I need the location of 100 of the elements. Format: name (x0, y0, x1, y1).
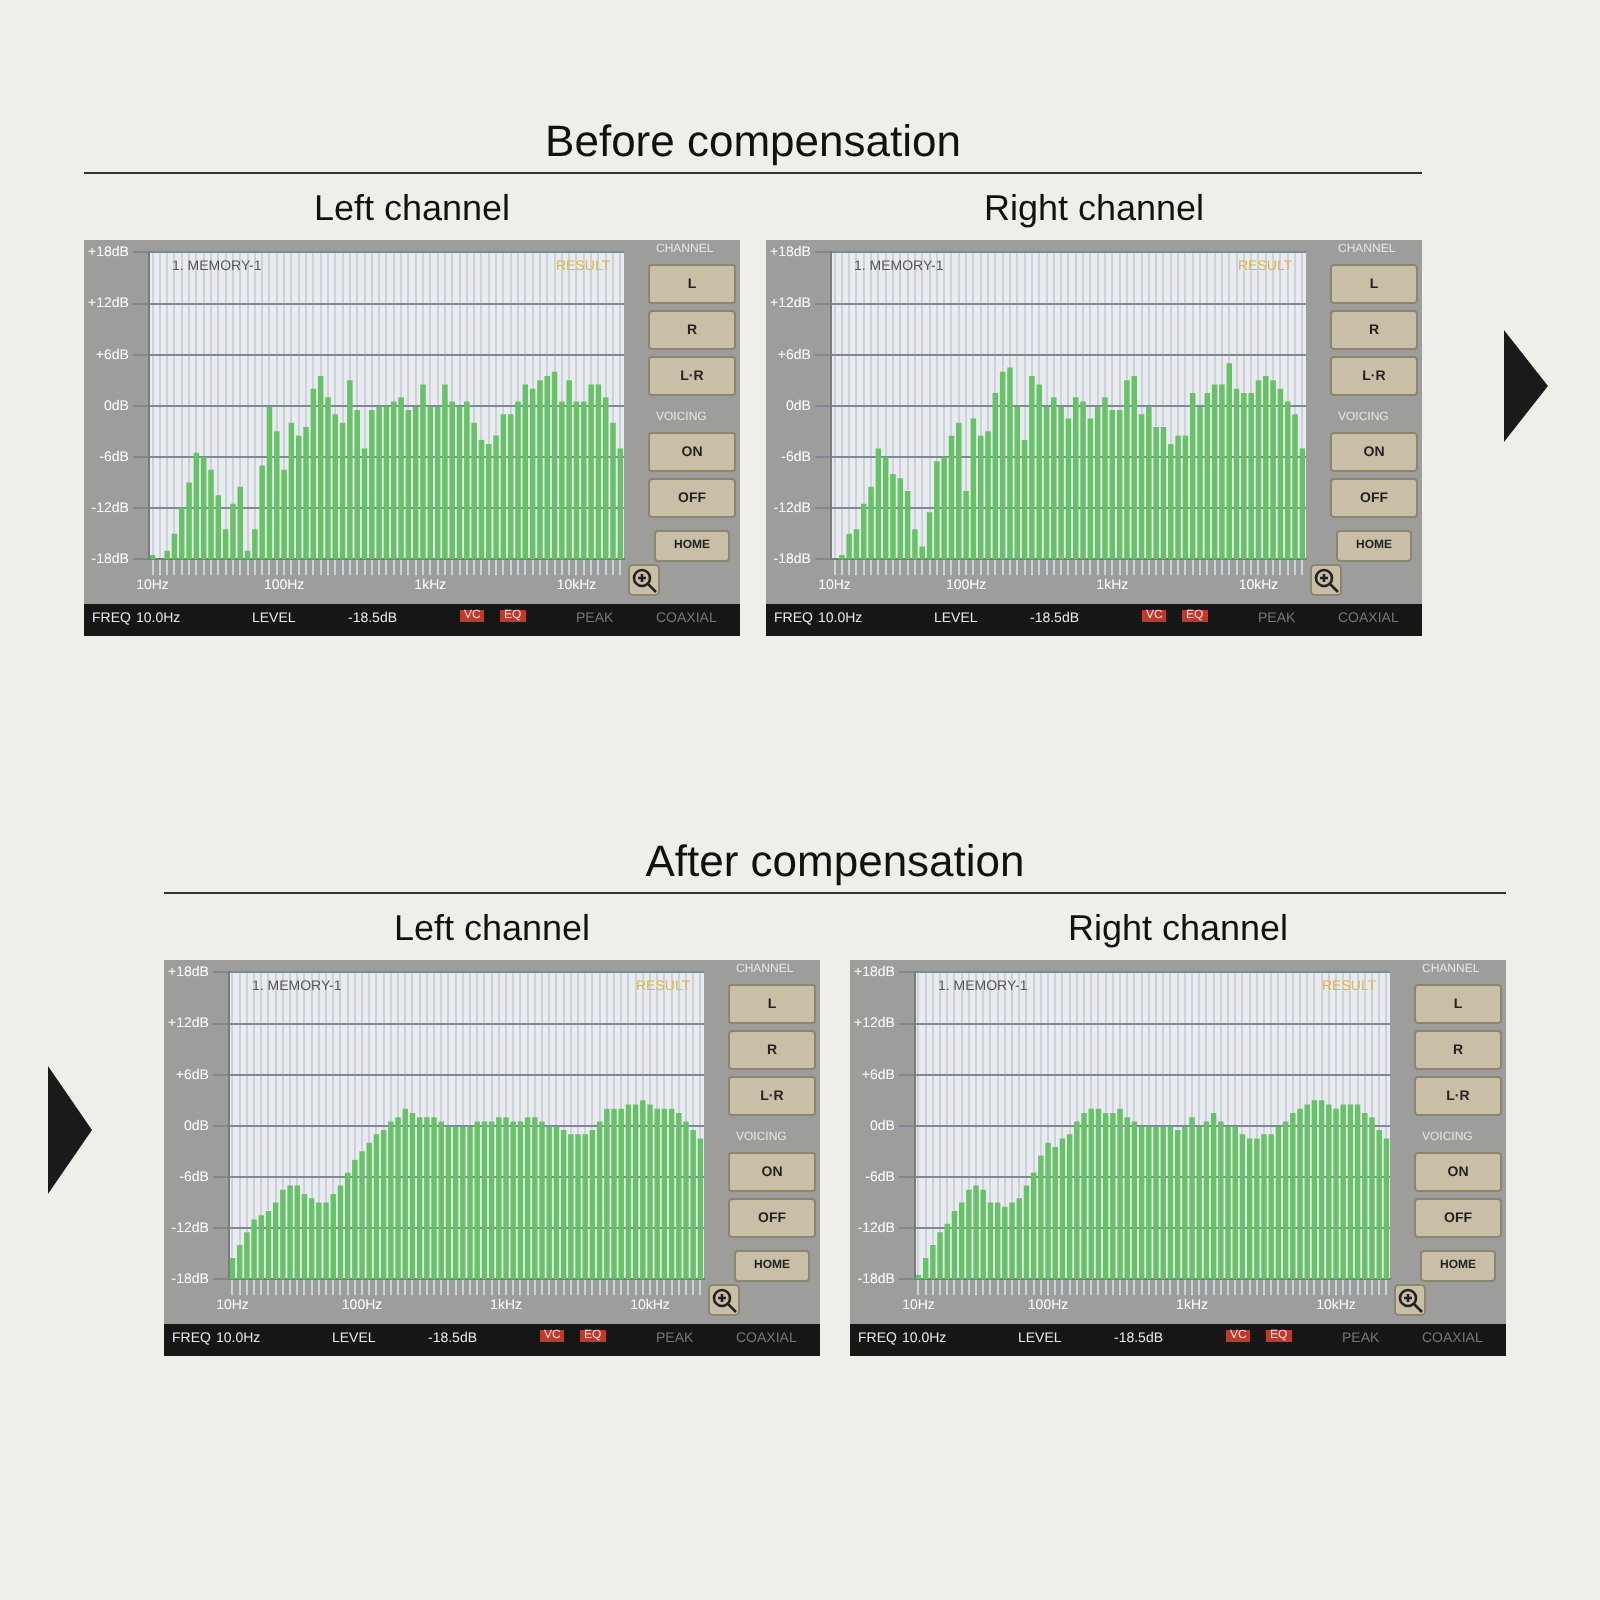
bar (697, 1138, 704, 1280)
text: After compensation (164, 836, 1506, 894)
bar (647, 1104, 653, 1280)
bar (1131, 375, 1137, 560)
bar (474, 1121, 480, 1280)
bar (937, 1232, 943, 1280)
bar (1255, 380, 1262, 560)
bar (1138, 1126, 1145, 1280)
bar (532, 1117, 538, 1280)
bar (420, 384, 426, 560)
bar (1270, 380, 1276, 560)
bar (251, 1219, 257, 1280)
bar (1175, 435, 1181, 560)
bar (442, 384, 448, 560)
bar (546, 1126, 552, 1280)
bar (582, 1134, 588, 1280)
bar (551, 371, 558, 560)
bar (1261, 1134, 1267, 1280)
chart-title: Left channel (311, 188, 513, 232)
chart-title: Right channel (1065, 908, 1291, 952)
bar (1007, 367, 1013, 560)
bar (1189, 393, 1196, 560)
chart-title: Right channel (981, 188, 1207, 232)
bar (994, 1202, 1001, 1280)
bar (1311, 1100, 1318, 1280)
bar (1160, 427, 1167, 560)
bar (1102, 1113, 1109, 1280)
bar (359, 1151, 365, 1280)
bar (1009, 1202, 1015, 1280)
bar (316, 1202, 322, 1280)
bar (200, 456, 207, 560)
bar (288, 422, 295, 560)
bar (1088, 1108, 1094, 1280)
bar (376, 406, 382, 560)
chart-title: Left channel (391, 908, 593, 952)
bar (1225, 1126, 1231, 1280)
bar (517, 1121, 524, 1280)
bar (956, 422, 962, 560)
bar (1189, 1117, 1195, 1280)
bar (668, 1108, 675, 1280)
bar (1029, 375, 1035, 560)
bar (560, 1130, 567, 1280)
bar (1124, 1117, 1130, 1280)
bar (1304, 1104, 1310, 1280)
bar (980, 1189, 986, 1280)
bar (438, 1121, 444, 1280)
bar (897, 478, 904, 560)
bar (524, 1117, 531, 1280)
bar (1326, 1104, 1332, 1280)
bar (934, 461, 940, 560)
bar (1277, 388, 1284, 560)
bar (347, 380, 353, 560)
bar (1232, 1126, 1238, 1280)
bar (970, 418, 977, 560)
bar (467, 1126, 473, 1280)
bar (999, 371, 1006, 560)
bar (237, 486, 243, 560)
bar (391, 401, 397, 560)
bar (1383, 1138, 1390, 1280)
bar (1210, 1113, 1217, 1280)
bar (456, 406, 463, 560)
bar (632, 1104, 639, 1280)
bar (488, 1121, 495, 1280)
bar (402, 1108, 408, 1280)
bar (1059, 1138, 1066, 1280)
bar (951, 1211, 958, 1280)
bar (1081, 1113, 1087, 1280)
bar (1124, 380, 1130, 560)
bar (1290, 1113, 1296, 1280)
bar (388, 1121, 394, 1280)
bar (1051, 397, 1057, 560)
bar (1241, 393, 1247, 560)
bar (1095, 1108, 1102, 1280)
bar (595, 384, 602, 560)
bar (1246, 1138, 1253, 1280)
bar (395, 1117, 401, 1280)
bar (486, 444, 492, 560)
bar (654, 1108, 660, 1280)
bar (539, 1121, 545, 1280)
bar (424, 1117, 430, 1280)
bar (589, 1130, 596, 1280)
bar (553, 1126, 560, 1280)
bar (503, 1117, 509, 1280)
bar (193, 452, 200, 560)
bar (352, 1159, 358, 1280)
bar (1052, 1147, 1058, 1280)
bar (481, 1121, 488, 1280)
bar (1254, 1138, 1260, 1280)
bar (1074, 1121, 1080, 1280)
bar (1167, 1126, 1174, 1280)
bar (875, 448, 882, 560)
bar (369, 410, 375, 560)
bar (1002, 1206, 1008, 1280)
bar (1203, 1121, 1210, 1280)
bar (1131, 1121, 1138, 1280)
bar (1282, 1121, 1289, 1280)
bar (1340, 1104, 1346, 1280)
bar (409, 1113, 416, 1280)
bar (846, 533, 852, 560)
bar (510, 1121, 516, 1280)
